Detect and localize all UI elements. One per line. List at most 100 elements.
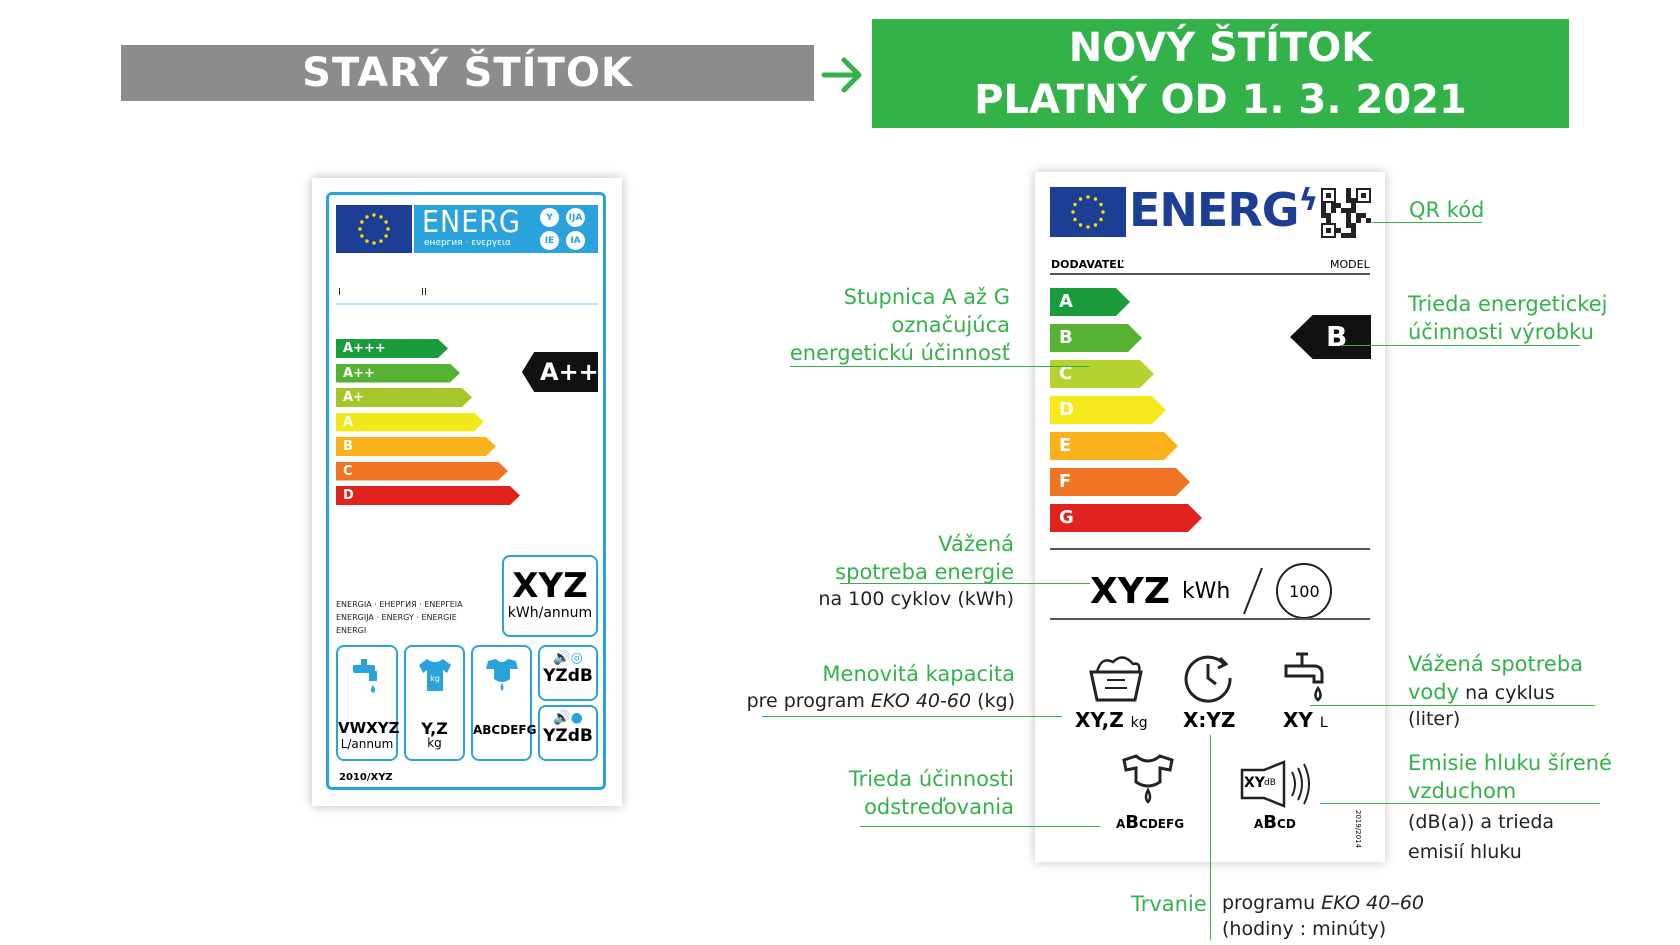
old-divider <box>336 303 598 305</box>
annotation-energy-line: na 100 cyklov (kWh) <box>818 588 1014 610</box>
old-noise-spin-box: 🔊● YZdB <box>538 705 598 761</box>
old-energy-unit: kWh/annum <box>507 605 593 621</box>
annotation-class: Trieda energetickej účinnosti výrobku <box>1408 290 1607 346</box>
leader-line <box>1372 222 1482 223</box>
old-water-unit: L/annum <box>340 737 394 751</box>
noise-class-rest: CD <box>1277 817 1296 831</box>
old-energ-subtitle: енергия · ενεργεια <box>424 238 511 248</box>
old-label-frame <box>326 192 606 790</box>
annotation-water-line: vody na cyklus <box>1408 678 1583 706</box>
old-water-value: VWXYZ <box>338 719 400 737</box>
leader-line <box>1310 705 1595 706</box>
lang-badge: IA <box>566 231 585 250</box>
spin-class-rest: CDEFG <box>1139 817 1185 831</box>
annotation-capacity: Menovitá kapacita pre program EKO 40-60 … <box>700 660 1015 714</box>
laundry-basket-icon <box>1089 656 1143 702</box>
old-water-box: VWXYZ L/annum <box>336 645 400 761</box>
speaker-icon: 🔊◎ <box>553 650 583 666</box>
spin-drying-icon <box>485 659 518 691</box>
annotation-spin: Trieda účinnosti odstreďovania <box>760 765 1014 821</box>
eu-flag-icon <box>336 205 412 253</box>
new-capacity: XY,Z kg <box>1075 708 1148 732</box>
old-capacity-value: Y,Z <box>421 719 448 738</box>
spin-class-b: B <box>1125 812 1140 833</box>
noise-class-a: A <box>1254 817 1264 831</box>
old-energy-class-bar: A+++ <box>336 339 448 358</box>
energy-words-line: ENERGIA · ЕНЕРГИЯ · ΕΝΕΡΓΕΙΑ <box>336 600 463 609</box>
lang-badge: Y <box>540 208 559 227</box>
new-energy-class-bar: C <box>1050 360 1154 388</box>
old-energy-words: ENERGIA · ЕНЕРГИЯ · ΕΝΕΡΓΕΙΑ ENERGIJA · … <box>336 598 463 637</box>
annotation-class-line: Trieda energetickej <box>1408 292 1608 316</box>
water-tap-icon <box>353 659 377 693</box>
noise-speaker-icon: XY dB <box>1240 760 1318 808</box>
annotation-text: na cyklus <box>1459 682 1555 704</box>
new-divider <box>1050 618 1370 620</box>
shirt-icon: kg <box>418 659 451 691</box>
annotation-text: EKO 40–60 <box>1321 892 1424 914</box>
energy-words-line: ENERGIJA · ENERGY · ENERGIE <box>336 613 457 622</box>
leader-line <box>790 366 1090 367</box>
old-spin-classes: ABCDEFG <box>473 723 537 737</box>
annotation-class-line: účinnosti výrobku <box>1408 320 1594 344</box>
eu-flag-icon <box>1050 187 1126 237</box>
noise-class-b: B <box>1263 812 1278 833</box>
new-water-unit: L <box>1319 715 1328 731</box>
annotation-scale-line: Stupnica A až G <box>843 285 1010 309</box>
annotation-duration-line: (hodiny : minúty) <box>1222 918 1387 940</box>
leader-line <box>762 716 1062 717</box>
new-divider <box>1050 273 1370 275</box>
new-energy-unit: kWh <box>1181 578 1231 604</box>
energy-words-line: ENERGI <box>336 626 367 635</box>
new-label-valid-from: PLATNÝ OD 1. 3. 2021 <box>974 76 1467 123</box>
model-label: MODEL <box>1330 258 1370 271</box>
leader-line <box>860 826 1100 827</box>
spin-drying-icon <box>1122 754 1174 804</box>
new-spin-classes: ABCDEFG <box>1116 812 1184 833</box>
new-label-header: NOVÝ ŠTÍTOK PLATNÝ OD 1. 3. 2021 <box>872 19 1569 128</box>
spin-class-a: A <box>1116 817 1126 831</box>
supplier-roman-i: I <box>338 287 341 298</box>
new-energy-class-bar: F <box>1050 468 1190 496</box>
old-regulation: 2010/XYZ <box>339 772 393 783</box>
new-energ-text: ENERG <box>1129 183 1300 237</box>
old-label-header: STARÝ ŠTÍTOK <box>121 45 814 101</box>
annotation-scale: Stupnica A až G označujúca energetickú ú… <box>760 283 1010 367</box>
clock-icon <box>1184 655 1232 703</box>
cycles-icon: 100 <box>1276 563 1333 619</box>
old-noise-value: YZdB <box>543 726 593 746</box>
annotation-noise-line: vzduchom <box>1408 779 1517 803</box>
new-energy-class-bar: E <box>1050 432 1178 460</box>
lang-badge: IE <box>540 231 559 250</box>
new-duration-value: X:YZ <box>1183 708 1236 732</box>
annotation-text: (kg) <box>971 690 1015 712</box>
annotation-text: programu <box>1222 892 1322 914</box>
annotation-water: Vážená spotreba vody na cyklus (liter) <box>1408 650 1583 732</box>
annotation-noise-line: (dB(a)) a trieda <box>1408 811 1555 833</box>
annotation-text: pre program <box>746 690 871 712</box>
annotation-energy: Vážená spotreba energie na 100 cyklov (k… <box>760 530 1014 612</box>
old-capacity-box: kg Y,Z kg <box>404 645 465 761</box>
annotation-capacity-line: pre program EKO 40-60 (kg) <box>700 688 1015 714</box>
new-energy-consumption: XYZ kWh 100 <box>1090 563 1333 619</box>
annotation-scale-line: energetickú účinnosť <box>789 341 1010 365</box>
leader-line-vertical <box>1210 735 1211 940</box>
old-rating-arrow: A++ <box>522 352 598 392</box>
old-spin-box: ABCDEFG <box>471 645 537 761</box>
new-energy-class-bar: A <box>1050 288 1130 316</box>
annotation-capacity-line: Menovitá kapacita <box>822 662 1015 686</box>
lang-badge: IJA <box>566 208 585 227</box>
annotation-scale-line: označujúca <box>891 313 1010 337</box>
new-water-value: XY <box>1283 708 1313 732</box>
qr-code-icon <box>1321 188 1371 238</box>
old-label-title: STARÝ ŠTÍTOK <box>302 50 633 96</box>
leader-line <box>840 583 1090 584</box>
noise-unit: dB <box>1264 778 1276 788</box>
annotation-text: vody <box>1408 680 1460 704</box>
slash-divider <box>1243 567 1264 615</box>
annotation-noise-line: emisií hluku <box>1408 841 1522 863</box>
supplier-label: DODAVATEĽ <box>1051 258 1124 271</box>
annotation-text: EKO 40-60 <box>870 690 972 712</box>
new-energy-class-bar: G <box>1050 504 1202 532</box>
arrow-right-icon <box>821 57 862 93</box>
